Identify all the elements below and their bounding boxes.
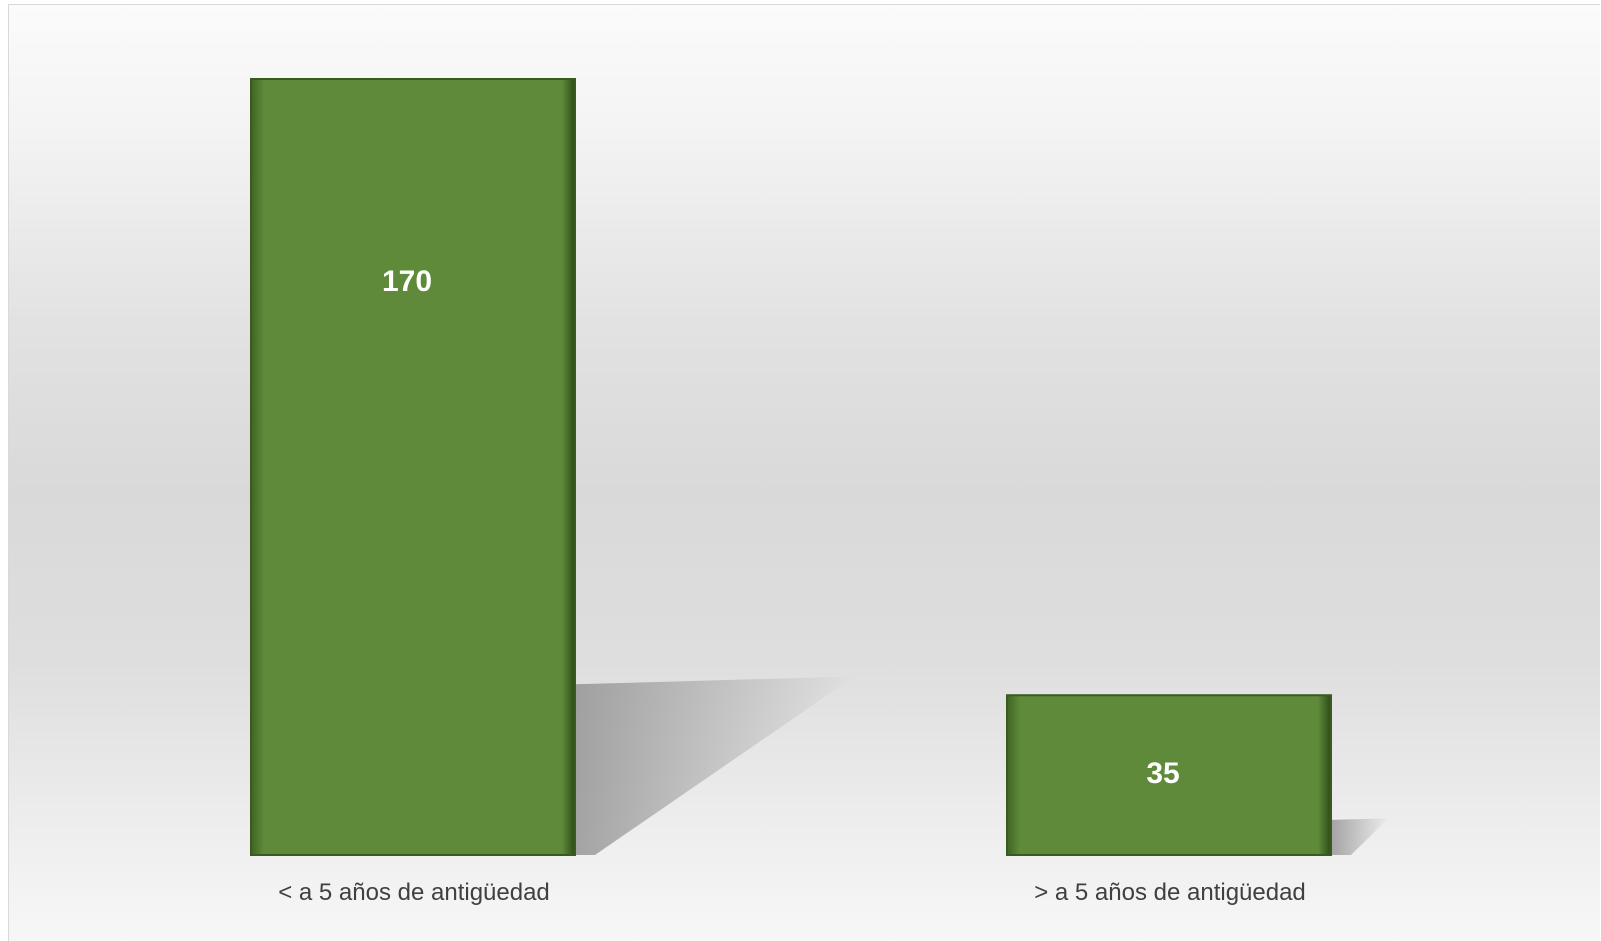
bar <box>250 78 576 856</box>
bars <box>250 78 1332 856</box>
bar <box>1006 694 1332 856</box>
category-labels: < a 5 años de antigüedad > a 5 años de an… <box>278 879 1306 906</box>
data-label: 35 <box>1146 757 1179 790</box>
bar-shadow <box>1331 818 1389 855</box>
category-label: < a 5 años de antigüedad <box>278 879 550 906</box>
bar-shadows <box>575 676 1389 855</box>
data-label: 170 <box>382 265 432 298</box>
data-labels: 170 35 <box>382 265 1180 790</box>
category-label: > a 5 años de antigüedad <box>1034 879 1306 906</box>
bar-chart: 170 35 < a 5 años de antigüedad > a 5 años… <box>250 78 1389 906</box>
chart-area: 170 35 < a 5 años de antigüedad > a 5 años… <box>8 4 1600 941</box>
bar-shadow <box>575 676 855 855</box>
